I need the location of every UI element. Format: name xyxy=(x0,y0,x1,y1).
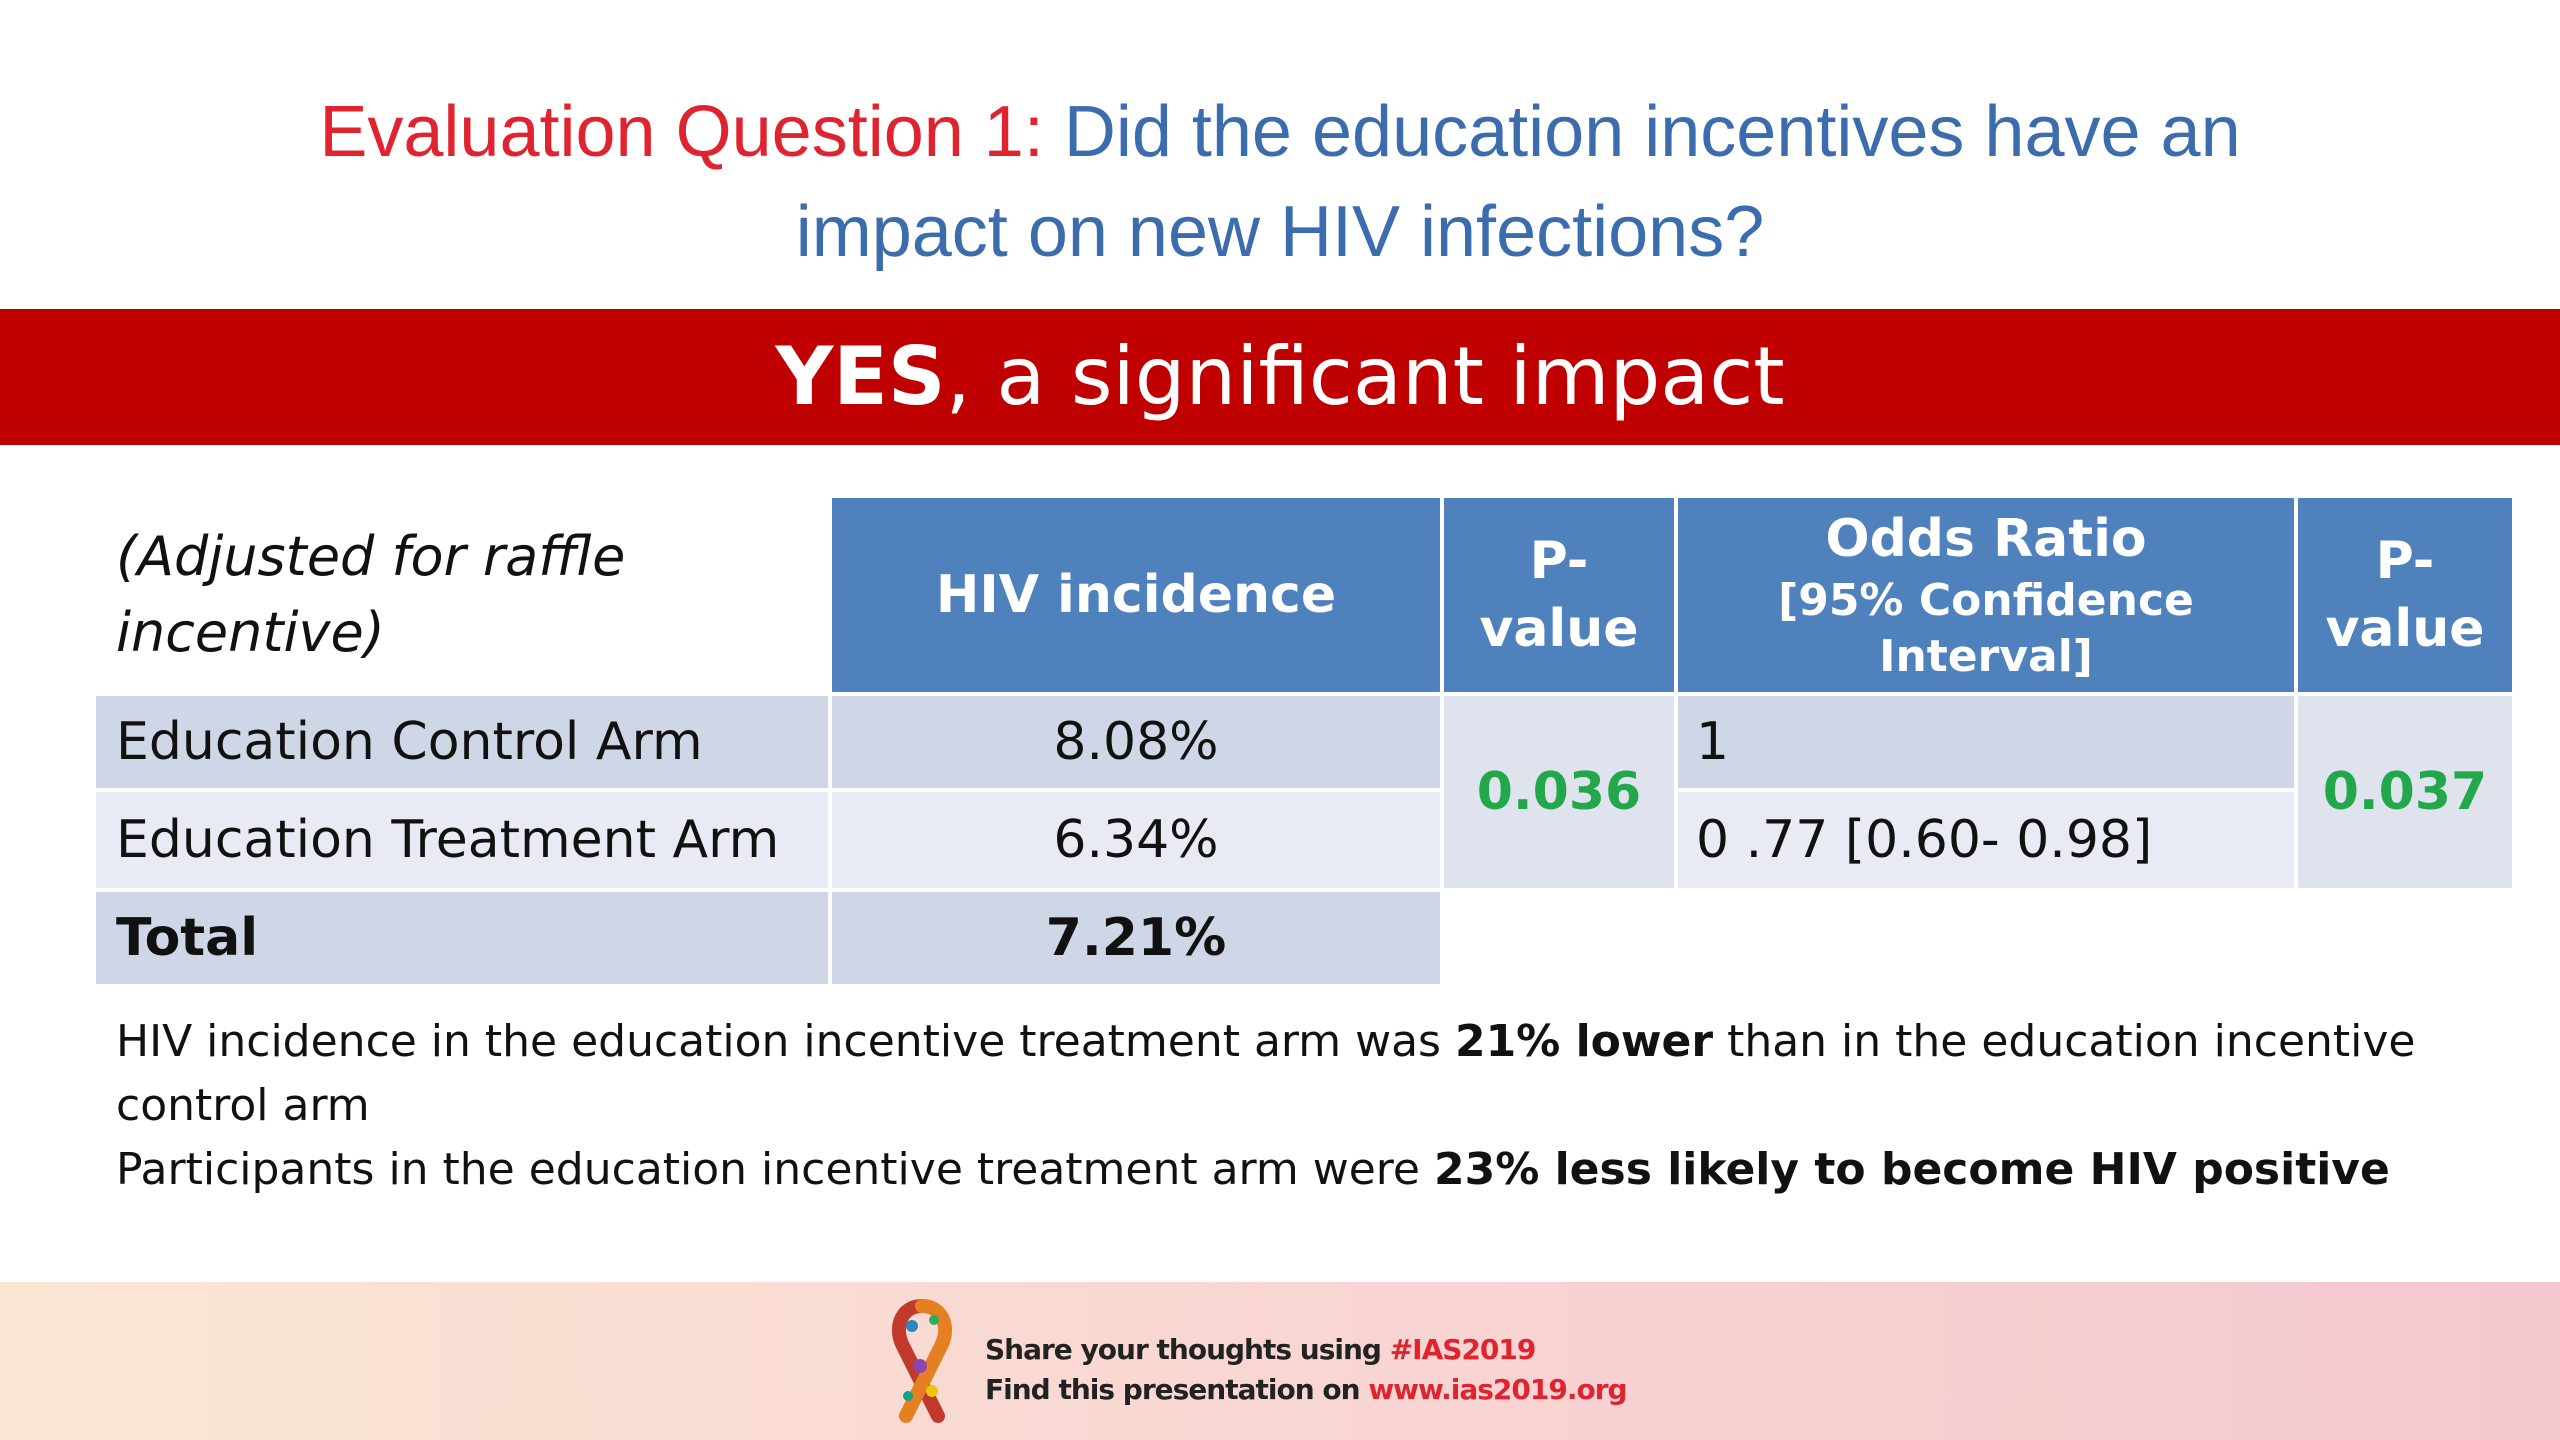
row-label: Education Treatment Arm xyxy=(96,788,832,888)
row-odds-ratio: 0 .77 [0.60- 0.98] xyxy=(1678,788,2298,888)
website-link[interactable]: www.ias2019.org xyxy=(1368,1373,1627,1406)
footer-find-line: Find this presentation on www.ias2019.or… xyxy=(985,1373,1628,1406)
header-pvalue-2: P-value xyxy=(2298,498,2512,692)
table-row-total: Total 7.21% xyxy=(96,888,2512,984)
hashtag-link[interactable]: #IAS2019 xyxy=(1389,1333,1537,1366)
row-label: Total xyxy=(96,888,832,984)
table-header-row: (Adjusted for raffle incentive) HIV incid… xyxy=(96,498,2512,692)
title-question-label: Evaluation Question 1: xyxy=(319,92,1044,172)
row-odds-ratio: 1 xyxy=(1678,692,2298,788)
row-incidence: 7.21% xyxy=(832,888,1444,984)
header-hiv-incidence: HIV incidence xyxy=(832,498,1444,692)
row-incidence: 6.34% xyxy=(832,788,1444,888)
slide-title: Evaluation Question 1: Did the education… xyxy=(0,82,2560,282)
pvalue-odds-ratio: 0.037 xyxy=(2298,692,2512,888)
adjustment-note: (Adjusted for raffle incentive) xyxy=(116,525,626,664)
finding-2: Participants in the education incentive … xyxy=(116,1144,2390,1195)
answer-banner: YES, a significant impact xyxy=(0,309,2560,445)
banner-rest: , a significant impact xyxy=(945,330,1785,423)
table-row: Education Control Arm 8.08% 0.036 1 0.03… xyxy=(96,692,2512,888)
row-label: Education Control Arm xyxy=(96,692,832,788)
header-pvalue-1: P-value xyxy=(1444,498,1678,692)
row-incidence: 8.08% xyxy=(832,692,1444,788)
title-question-text-line2: impact on new HIV infections? xyxy=(795,192,1765,272)
conference-footer: Share your thoughts using #IAS2019 Find … xyxy=(0,1282,2560,1440)
table-row: Education Treatment Arm 6.34% 0 .77 [0.6… xyxy=(96,788,2512,888)
banner-bold: YES xyxy=(775,330,946,423)
pvalue-incidence: 0.036 xyxy=(1444,692,1678,888)
header-odds-ratio: Odds Ratio [95% Confidence Interval] xyxy=(1678,498,2298,692)
empty-cell xyxy=(1444,888,2512,984)
header-odds-ratio-sub: [95% Confidence Interval] xyxy=(1778,575,2194,682)
findings-notes: HIV incidence in the education incentive… xyxy=(116,1010,2496,1202)
finding-1: HIV incidence in the education incentive… xyxy=(116,1016,2416,1131)
title-question-text: Did the education incentives have an xyxy=(1063,92,2241,172)
footer-share-line: Share your thoughts using #IAS2019 xyxy=(985,1333,1537,1366)
ias-ribbon-logo-icon xyxy=(891,1299,953,1423)
footer-text: Share your thoughts using #IAS2019 Find … xyxy=(985,1330,1628,1410)
results-table: (Adjusted for raffle incentive) HIV incid… xyxy=(96,498,2512,984)
